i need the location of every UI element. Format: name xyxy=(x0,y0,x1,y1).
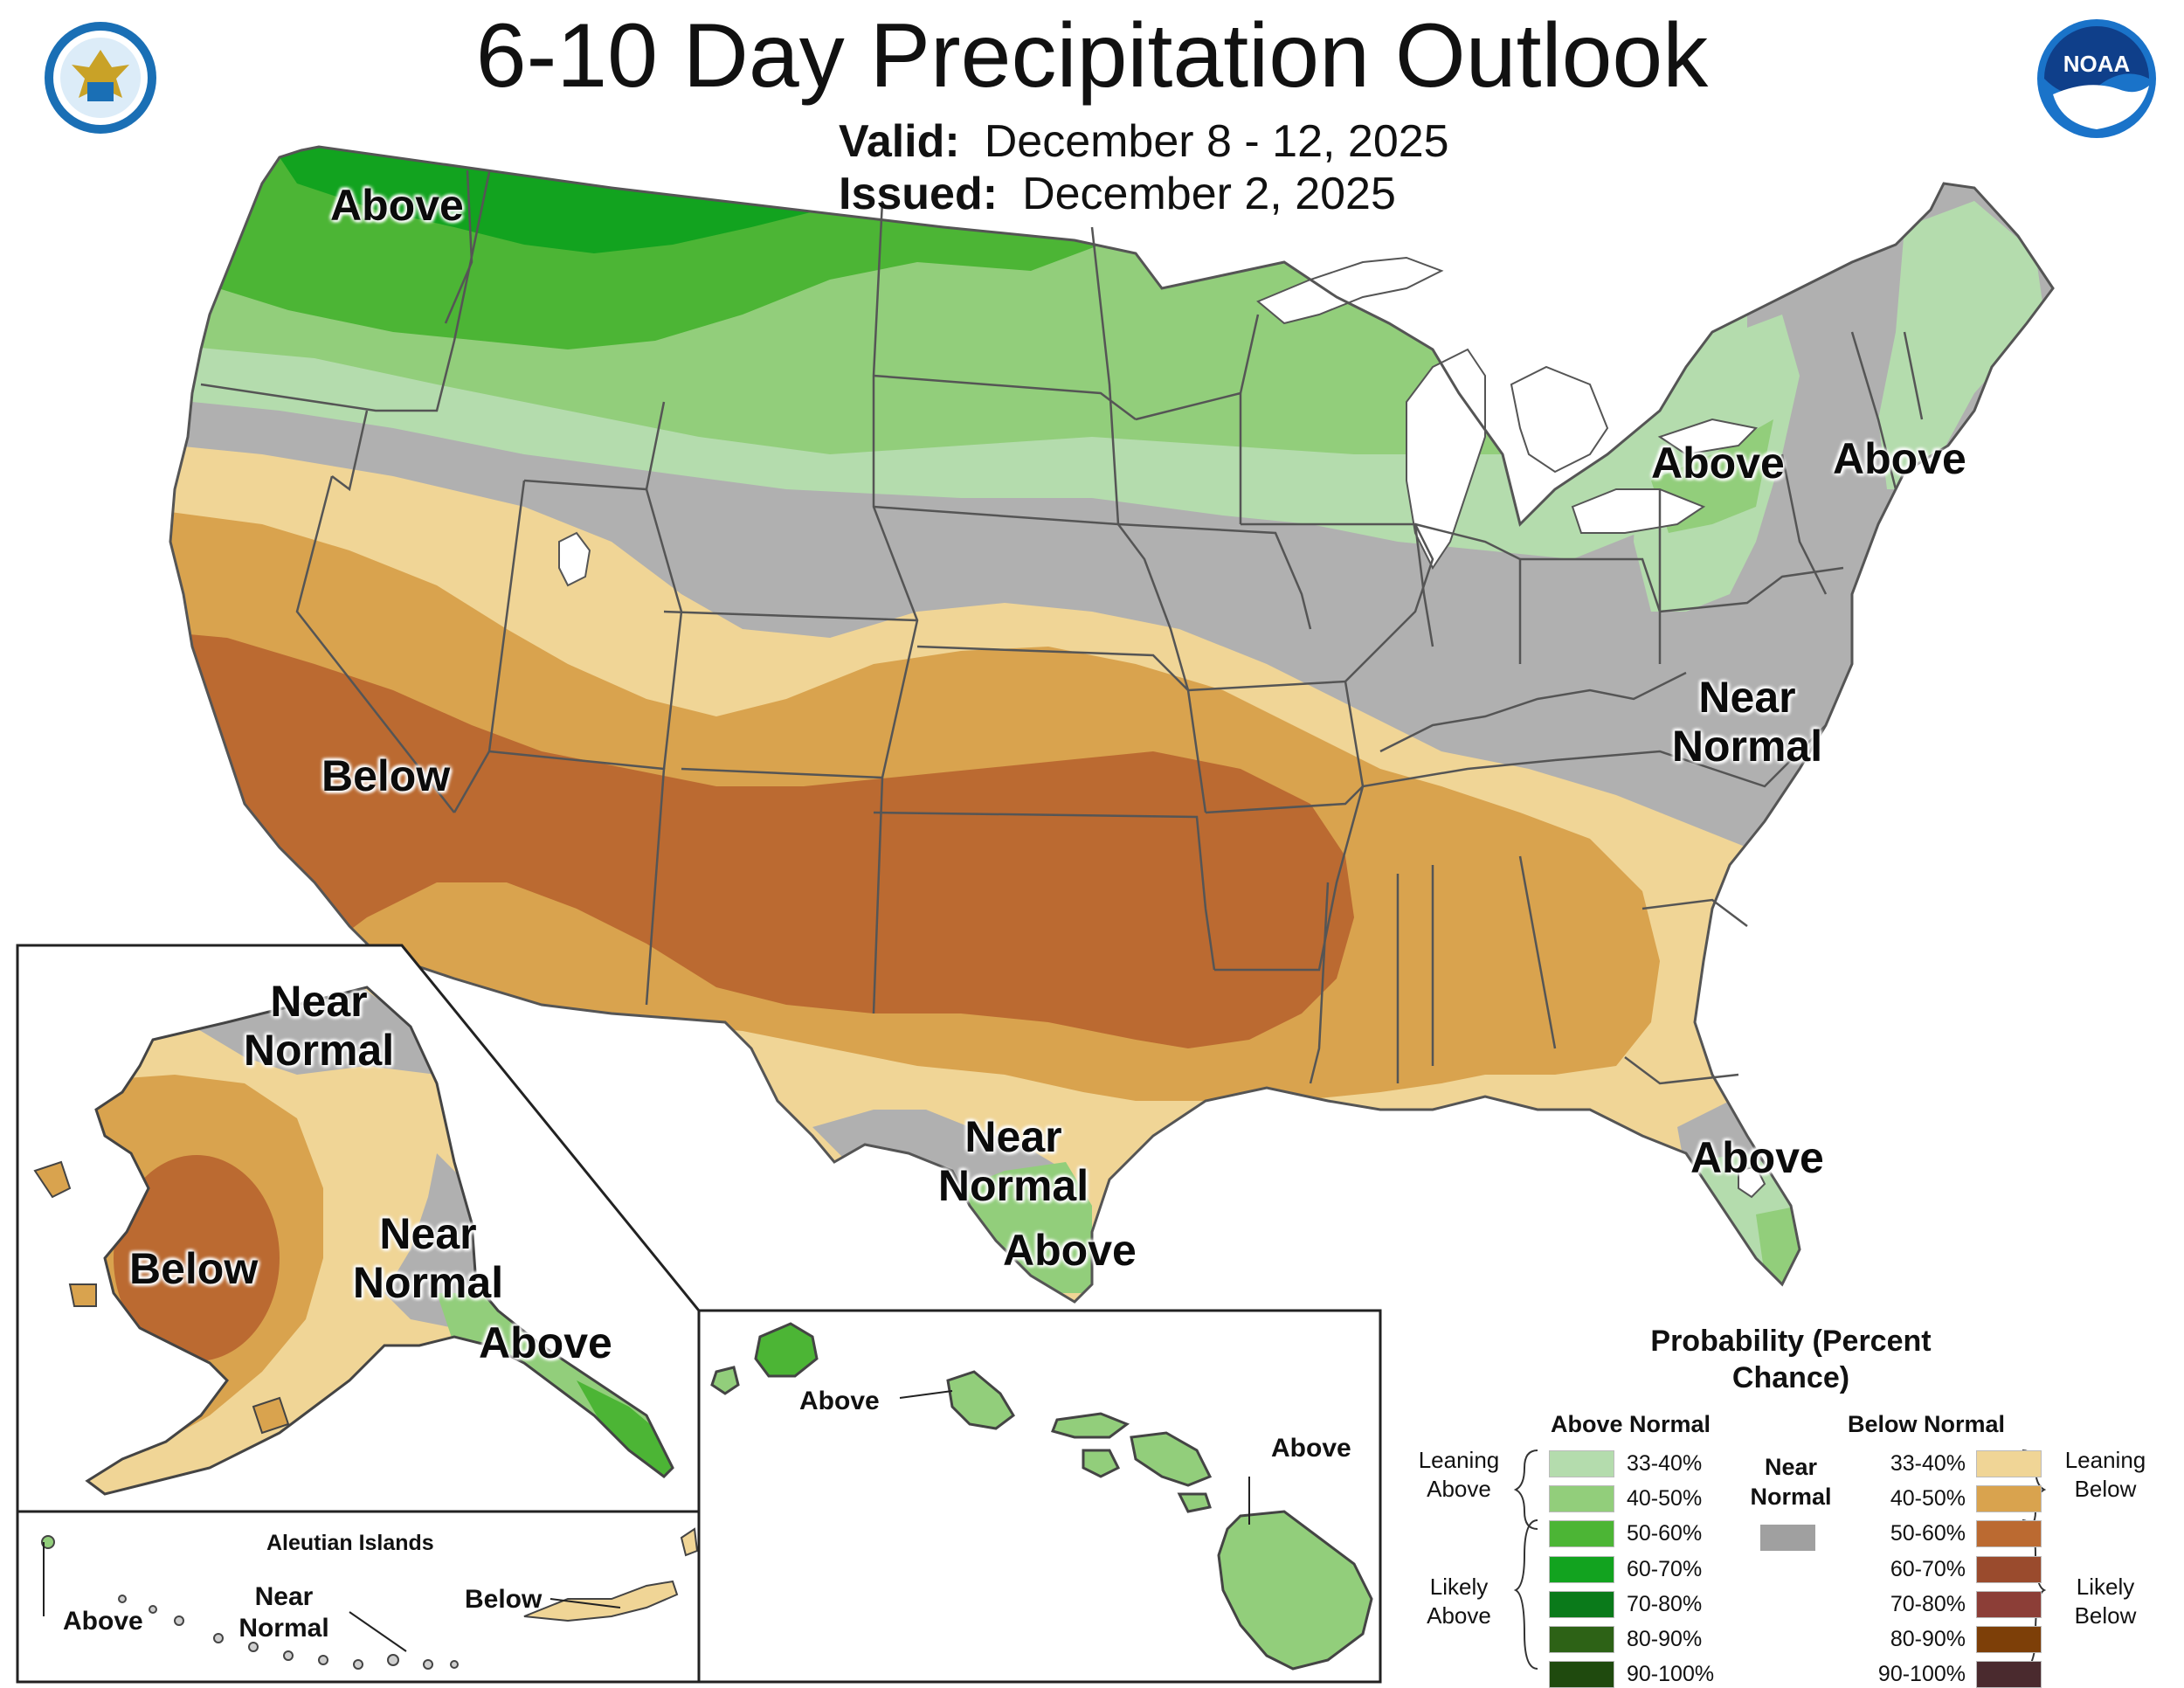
noaa-logo-text: NOAA xyxy=(2063,51,2131,77)
legend-leaning-below: Leaning Below xyxy=(2064,1447,2146,1502)
legend-below-head: Below Normal xyxy=(1848,1411,2006,1437)
issued-line: Issued: December 2, 2025 xyxy=(839,168,1396,220)
legend-below-label: 80-90% xyxy=(1890,1627,1966,1651)
legend-above-swatch xyxy=(1549,1626,1614,1653)
hawaii-inset xyxy=(697,1309,1382,1684)
legend-above-swatch xyxy=(1549,1450,1614,1477)
aleutian-title: Aleutian Islands xyxy=(266,1531,434,1555)
label-florida: Above xyxy=(1690,1133,1824,1182)
hawaii-west-label: Above xyxy=(799,1387,880,1415)
legend-below-label: 50-60% xyxy=(1890,1521,1966,1546)
legend-above-swatch xyxy=(1549,1590,1614,1618)
legend-above-head: Above Normal xyxy=(1551,1411,1711,1437)
legend-likely-above: Likely Above xyxy=(1427,1574,1491,1629)
label-alaska-panhandle: Above xyxy=(479,1318,612,1367)
legend-below-swatch xyxy=(1976,1590,2042,1618)
legend-below-label: 90-100% xyxy=(1877,1662,1966,1687)
legend-title: Probability (Percent Chance) xyxy=(1650,1325,1932,1394)
legend-above-label: 90-100% xyxy=(1627,1662,1715,1687)
noaa-logo: NOAA xyxy=(2035,17,2158,140)
aleutian-above: Above xyxy=(63,1607,143,1636)
valid-line: Valid: December 8 - 12, 2025 xyxy=(839,115,1449,168)
label-southwest: Below xyxy=(321,751,451,800)
page-title: 6-10 Day Precipitation Outlook xyxy=(475,5,1709,107)
legend-above-swatch xyxy=(1549,1520,1614,1548)
hawaii-east-label: Above xyxy=(1271,1434,1351,1463)
label-alaska-north: Near Normal xyxy=(243,977,395,1075)
legend-below-swatch xyxy=(1976,1626,2042,1653)
label-mid-atlantic: Near Normal xyxy=(1671,673,1823,771)
legend-above-label: 33-40% xyxy=(1627,1451,1703,1476)
aleutian-below: Below xyxy=(465,1585,543,1614)
legend-above-label: 50-60% xyxy=(1627,1521,1703,1546)
legend-above-swatch xyxy=(1549,1485,1614,1513)
legend-above-swatch xyxy=(1549,1555,1614,1583)
legend-above-label: 70-80% xyxy=(1627,1591,1703,1616)
state-boundaries xyxy=(169,145,2055,1304)
legend-above-label: 80-90% xyxy=(1627,1627,1703,1651)
legend-likely-below: Likely Below xyxy=(2074,1574,2137,1629)
legend-below-label: 40-50% xyxy=(1890,1486,1966,1512)
commerce-seal-logo xyxy=(42,19,159,136)
legend-above-label: 40-50% xyxy=(1627,1486,1703,1512)
legend-below-label: 33-40% xyxy=(1890,1451,1966,1476)
label-south-texas-near: Near Normal xyxy=(937,1112,1089,1210)
legend-near-head: Near Normal xyxy=(1750,1454,1832,1510)
label-alaska-below: Below xyxy=(129,1244,259,1293)
legend-below-swatch xyxy=(1976,1485,2042,1513)
label-south-texas-above: Above xyxy=(1003,1226,1137,1275)
legend-below-swatch xyxy=(1976,1661,2042,1688)
legend-below-swatch xyxy=(1976,1555,2042,1583)
label-new-england: Above xyxy=(1833,434,1966,483)
label-northwest: Above xyxy=(330,181,464,230)
valid-value: December 8 - 12, 2025 xyxy=(984,116,1449,167)
legend-above-swatch xyxy=(1549,1661,1614,1688)
valid-label: Valid: xyxy=(839,116,960,167)
legend-leaning-above: Leaning Above xyxy=(1418,1447,1500,1502)
legend-below-label: 70-80% xyxy=(1890,1591,1966,1616)
legend-above-label: 60-70% xyxy=(1627,1556,1703,1581)
issued-value: December 2, 2025 xyxy=(1022,169,1396,219)
label-ny: Above xyxy=(1651,439,1785,488)
legend-below-label: 60-70% xyxy=(1890,1556,1966,1581)
issued-label: Issued: xyxy=(839,169,999,219)
alaska-inset xyxy=(16,944,701,1684)
legend-below-swatch xyxy=(1976,1520,2042,1548)
label-alaska-southeast-near: Near Normal xyxy=(352,1209,504,1307)
aleutian-near: Near Normal xyxy=(238,1582,329,1643)
legend-below-swatch xyxy=(1976,1450,2042,1477)
legend-near-swatch xyxy=(1760,1525,1815,1551)
